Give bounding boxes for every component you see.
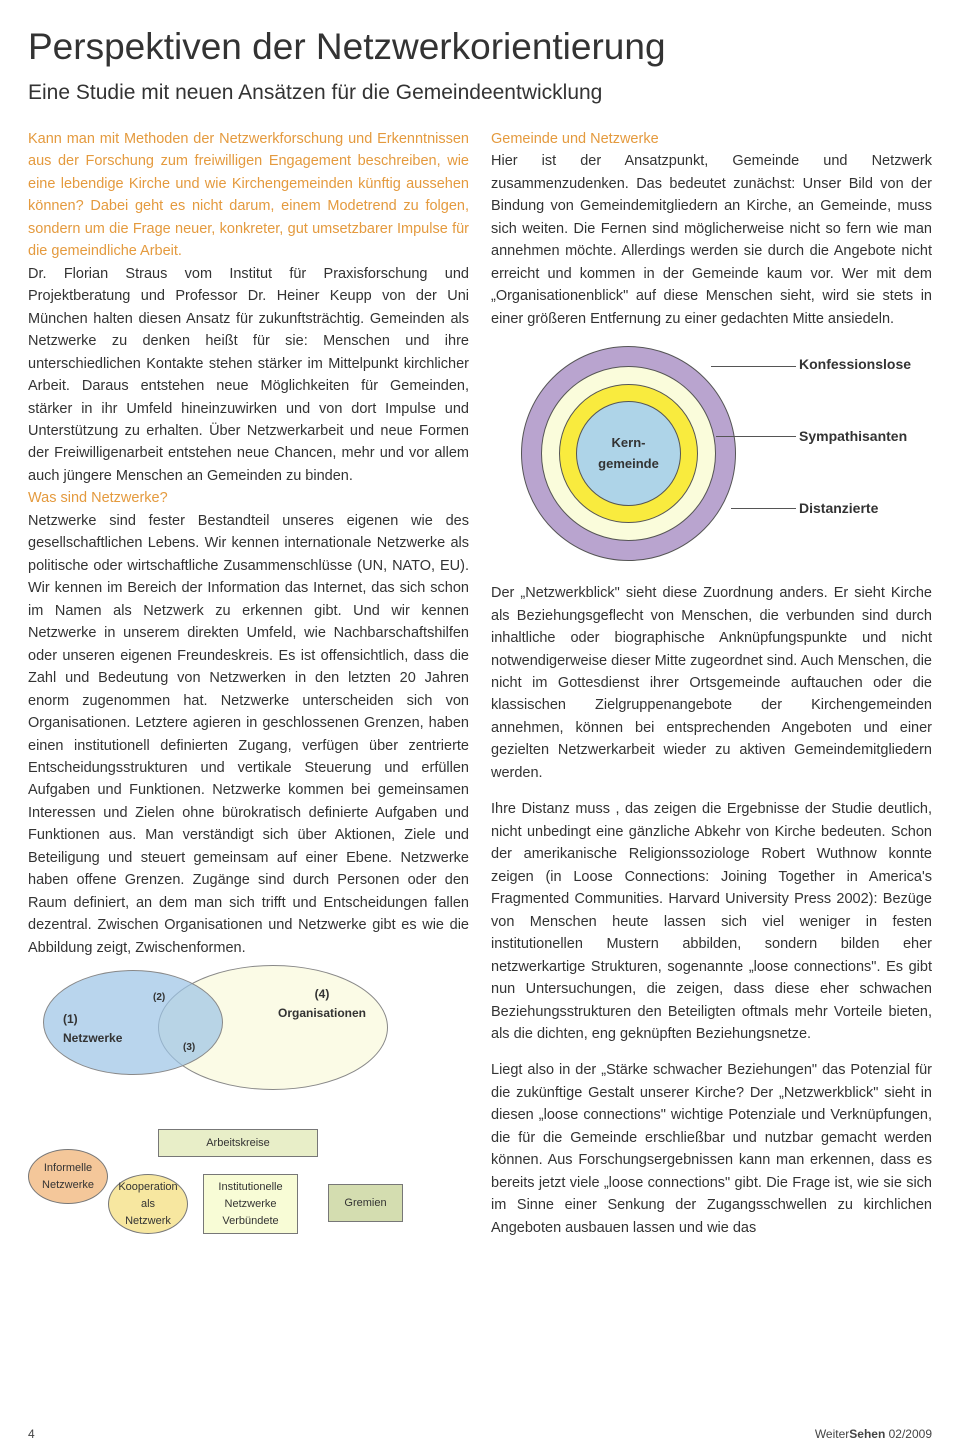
node-gremien: Gremien xyxy=(328,1184,403,1222)
body-paragraph: Hier ist der Ansatzpunkt, Gemeinde und N… xyxy=(491,150,932,330)
page-subtitle: Eine Studie mit neuen Ansätzen für die G… xyxy=(28,77,932,110)
ring-label-distanzierte: Distanzierte xyxy=(799,498,878,520)
venn-label-netzwerke: (1) Netzwerke xyxy=(63,1010,122,1047)
node-informelle: Informelle Netzwerke xyxy=(28,1149,108,1204)
ring-label-konfessionslose: Konfessionslose xyxy=(799,354,911,376)
body-paragraph: Der „Netzwerkblick" sieht diese Zuordnun… xyxy=(491,582,932,784)
boxes-diagram: Informelle Netzwerke Kooperation als Net… xyxy=(28,1114,458,1249)
node-institutionelle: Institutionelle Netzwerke Verbündete xyxy=(203,1174,298,1234)
leader-line xyxy=(731,508,796,509)
right-column: Gemeinde und Netzwerke Hier ist der Ansa… xyxy=(491,128,932,1249)
body-paragraph: Ihre Distanz muss , das zeigen die Ergeb… xyxy=(491,798,932,1045)
page-title: Perspektiven der Netzwerkorientierung xyxy=(28,18,932,75)
body-paragraph: Dr. Florian Straus vom Institut für Prax… xyxy=(28,263,469,488)
venn-label-2: (2) xyxy=(153,990,165,1006)
section-heading-gemeinde: Gemeinde und Netzwerke xyxy=(491,128,932,150)
page-footer: 4 WeiterSehen 02/2009 xyxy=(28,1425,932,1444)
ring-label-sympathisanten: Sympathisanten xyxy=(799,426,907,448)
page-number: 4 xyxy=(28,1425,35,1444)
node-kooperation: Kooperation als Netzwerk xyxy=(108,1174,188,1234)
leader-line xyxy=(716,436,796,437)
magazine-tag: WeiterSehen 02/2009 xyxy=(815,1425,932,1444)
left-column: Kann man mit Methoden der Netzwerkforsch… xyxy=(28,128,469,1249)
section-heading-netzwerke: Was sind Netzwerke? xyxy=(28,487,469,509)
venn-label-3: (3) xyxy=(183,1040,195,1056)
two-column-layout: Kann man mit Methoden der Netzwerkforsch… xyxy=(28,128,932,1249)
venn-diagram: (1) Netzwerke (4) Organisationen (2) (3) xyxy=(28,965,458,1110)
leader-line xyxy=(711,366,796,367)
node-arbeitskreise: Arbeitskreise xyxy=(158,1129,318,1157)
intro-paragraph: Kann man mit Methoden der Netzwerkforsch… xyxy=(28,128,469,263)
ring-center: Kern- gemeinde xyxy=(576,401,681,506)
venn-label-organisationen: (4) Organisationen xyxy=(278,985,366,1022)
body-paragraph: Netzwerke sind fester Bestandteil unsere… xyxy=(28,510,469,959)
concentric-diagram: Kern- gemeinde Konfessionslose Sympathis… xyxy=(491,338,911,568)
body-paragraph: Liegt also in der „Stärke schwacher Bezi… xyxy=(491,1059,932,1239)
